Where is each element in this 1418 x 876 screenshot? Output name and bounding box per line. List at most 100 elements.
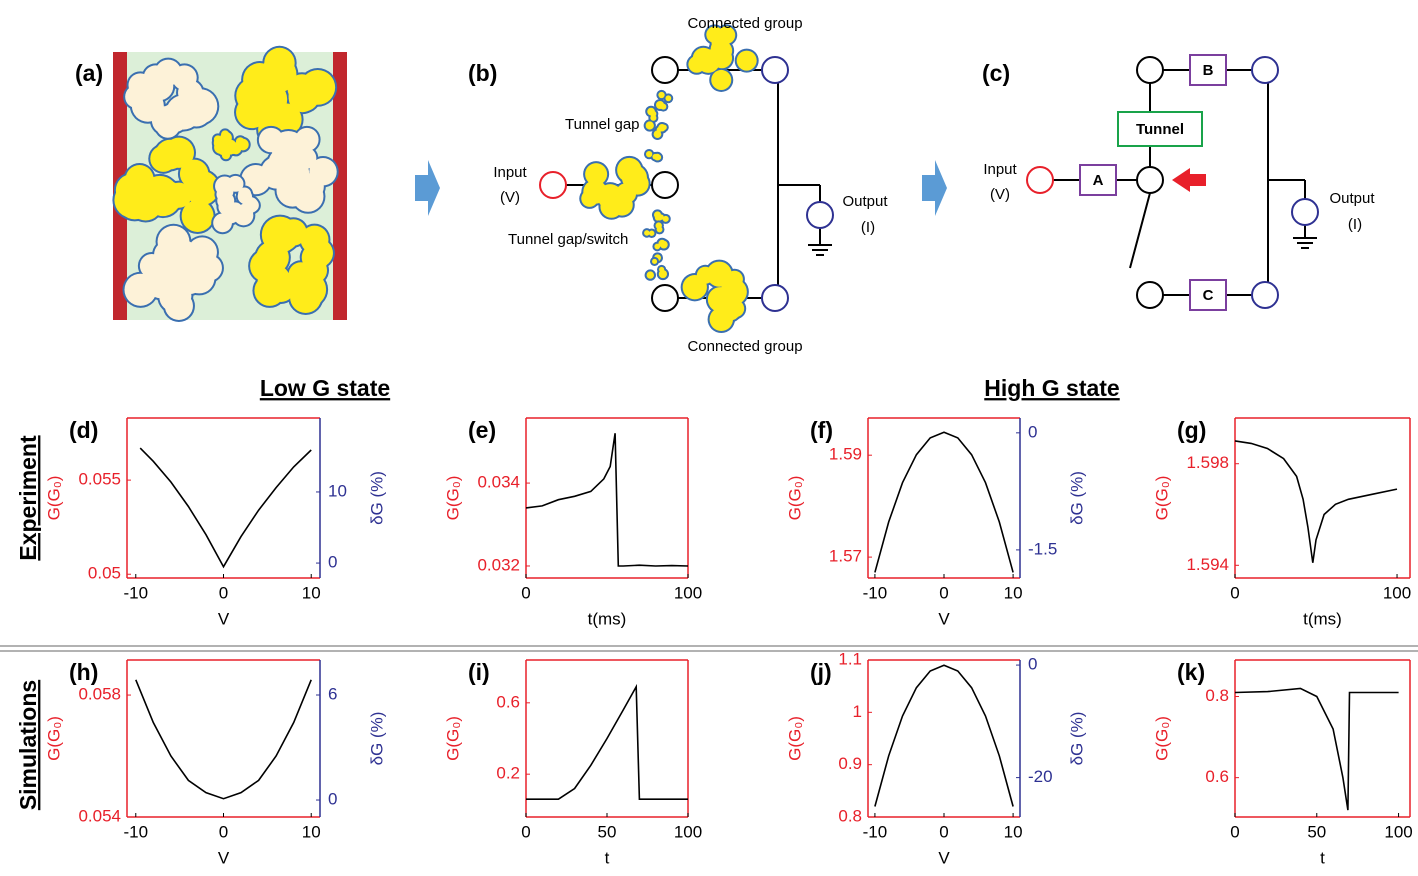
red-arrow	[1172, 168, 1206, 192]
blob	[167, 283, 192, 308]
x-tick-label: 10	[302, 822, 321, 841]
blob	[181, 200, 214, 232]
x-tick-label: -10	[863, 822, 888, 841]
blobs	[112, 24, 759, 334]
blob	[648, 230, 655, 236]
panel-label: (k)	[1177, 659, 1205, 685]
blob	[654, 153, 661, 161]
panel-label: (e)	[468, 417, 496, 443]
nodes	[539, 56, 1319, 312]
blob	[125, 165, 154, 194]
box-label: C	[1203, 287, 1214, 304]
blob	[653, 211, 661, 219]
box-label: Tunnel	[1136, 121, 1184, 138]
diagram-text: Connected group	[687, 15, 802, 32]
x-tick-label: 100	[1383, 583, 1411, 602]
blob	[271, 130, 306, 165]
x-tick-label: 0	[939, 583, 948, 602]
node	[539, 171, 567, 199]
blob	[692, 47, 714, 69]
x-tick-label: 100	[674, 822, 702, 841]
y2-axis-label: δG (%)	[367, 712, 386, 766]
node	[1136, 166, 1164, 194]
diagram-text: (V)	[500, 189, 520, 206]
curve	[135, 679, 312, 800]
y-tick-label: 1.1	[838, 649, 862, 668]
blob	[658, 266, 665, 273]
blob	[652, 258, 658, 264]
panel-label: (a)	[75, 60, 103, 86]
blob	[118, 186, 152, 220]
node	[1136, 56, 1164, 84]
curve	[1234, 440, 1398, 563]
blob	[647, 107, 655, 116]
blob	[654, 243, 661, 250]
node	[1136, 281, 1164, 309]
blob	[172, 65, 197, 90]
blob	[581, 190, 598, 207]
node	[1251, 281, 1279, 309]
y-tick-label: 1.57	[829, 547, 862, 566]
blob	[736, 50, 757, 71]
y-axis-label: G(G₀)	[44, 716, 63, 761]
blob	[309, 158, 337, 186]
blob	[600, 195, 623, 218]
curve	[874, 664, 1014, 807]
blob	[656, 127, 662, 133]
diagram-text: Output	[842, 193, 888, 210]
y2-tick-label: 0	[328, 553, 337, 572]
diagram-text: Output	[1329, 190, 1375, 207]
y-tick-label: 0.032	[477, 555, 520, 574]
y-tick-label: 1.594	[1186, 555, 1229, 574]
diagram-text: Connected group	[687, 338, 802, 355]
curve	[525, 433, 689, 567]
blob	[645, 121, 654, 130]
blob	[301, 243, 329, 272]
blob	[237, 203, 254, 220]
column-label: High G state	[984, 375, 1119, 401]
x-tick-label: -10	[863, 583, 888, 602]
node	[806, 201, 834, 229]
x-axis-label: t	[605, 848, 610, 867]
y-axis-label: G(G₀)	[785, 716, 804, 761]
blob	[711, 69, 732, 90]
y2-axis-label: δG (%)	[367, 471, 386, 525]
x-tick-label: -10	[123, 822, 148, 841]
diagram-text: Tunnel gap/switch	[508, 231, 628, 248]
panel-label: (j)	[810, 659, 832, 685]
panel-label: (b)	[468, 60, 497, 86]
x-tick-label: 10	[1004, 822, 1023, 841]
blob	[653, 130, 662, 138]
y-tick-label: 0.9	[838, 754, 862, 773]
blob	[254, 275, 286, 306]
x-axis-label: t(ms)	[588, 609, 627, 628]
node	[651, 56, 679, 84]
panel-label: (c)	[982, 60, 1010, 86]
x-tick-label: 50	[1307, 822, 1326, 841]
blob	[646, 271, 654, 279]
blob	[171, 247, 201, 277]
diagram-text: (I)	[861, 219, 875, 236]
x-tick-label: 50	[598, 822, 617, 841]
blob	[662, 215, 669, 222]
blob	[658, 239, 666, 248]
blob	[644, 230, 650, 236]
y-tick-label: 0.055	[78, 470, 121, 489]
x-tick-label: 10	[302, 583, 321, 602]
y2-tick-label: -1.5	[1028, 539, 1057, 558]
blob	[718, 298, 741, 321]
panel-label: (g)	[1177, 417, 1206, 443]
blob	[285, 265, 320, 300]
panel-label: (i)	[468, 659, 490, 685]
y-tick-label: 0.2	[496, 764, 520, 783]
curve	[874, 431, 1014, 573]
blob	[720, 278, 747, 305]
y-axis-label: G(G₀)	[1152, 716, 1171, 761]
blob	[124, 273, 157, 306]
blob	[155, 139, 185, 170]
y-tick-label: 0.8	[838, 806, 862, 825]
blob	[222, 206, 240, 224]
y-axis-label: G(G₀)	[443, 476, 462, 521]
y-tick-label: 0.8	[1205, 686, 1229, 705]
